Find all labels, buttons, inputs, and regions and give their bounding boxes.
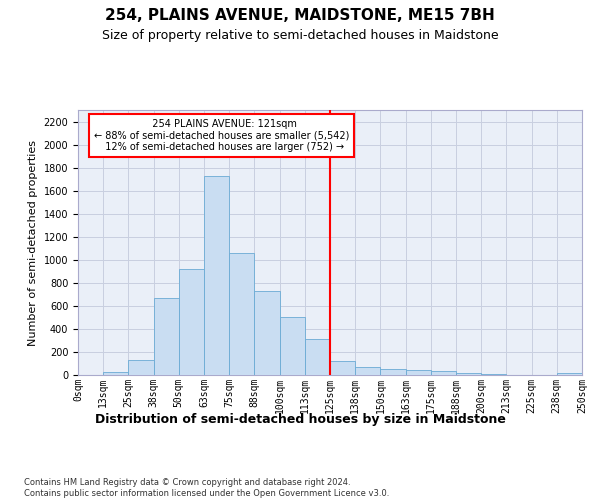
Bar xyxy=(229,254,254,375)
Bar xyxy=(557,374,582,375)
Bar xyxy=(128,360,154,375)
Bar xyxy=(179,269,204,375)
Text: 254 PLAINS AVENUE: 121sqm
← 88% of semi-detached houses are smaller (5,542)
  12: 254 PLAINS AVENUE: 121sqm ← 88% of semi-… xyxy=(94,119,349,152)
Text: 254, PLAINS AVENUE, MAIDSTONE, ME15 7BH: 254, PLAINS AVENUE, MAIDSTONE, ME15 7BH xyxy=(105,8,495,22)
Bar xyxy=(103,372,128,375)
Bar xyxy=(154,298,179,375)
Bar xyxy=(431,371,456,375)
Bar xyxy=(481,374,506,375)
Text: Distribution of semi-detached houses by size in Maidstone: Distribution of semi-detached houses by … xyxy=(95,412,505,426)
Y-axis label: Number of semi-detached properties: Number of semi-detached properties xyxy=(28,140,38,346)
Bar xyxy=(305,340,330,375)
Bar xyxy=(355,367,380,375)
Text: Contains HM Land Registry data © Crown copyright and database right 2024.
Contai: Contains HM Land Registry data © Crown c… xyxy=(24,478,389,498)
Bar xyxy=(204,176,229,375)
Bar xyxy=(254,291,280,375)
Text: Size of property relative to semi-detached houses in Maidstone: Size of property relative to semi-detach… xyxy=(101,29,499,42)
Bar xyxy=(280,318,305,375)
Bar xyxy=(330,360,355,375)
Bar xyxy=(406,370,431,375)
Bar xyxy=(456,374,481,375)
Bar xyxy=(380,368,406,375)
